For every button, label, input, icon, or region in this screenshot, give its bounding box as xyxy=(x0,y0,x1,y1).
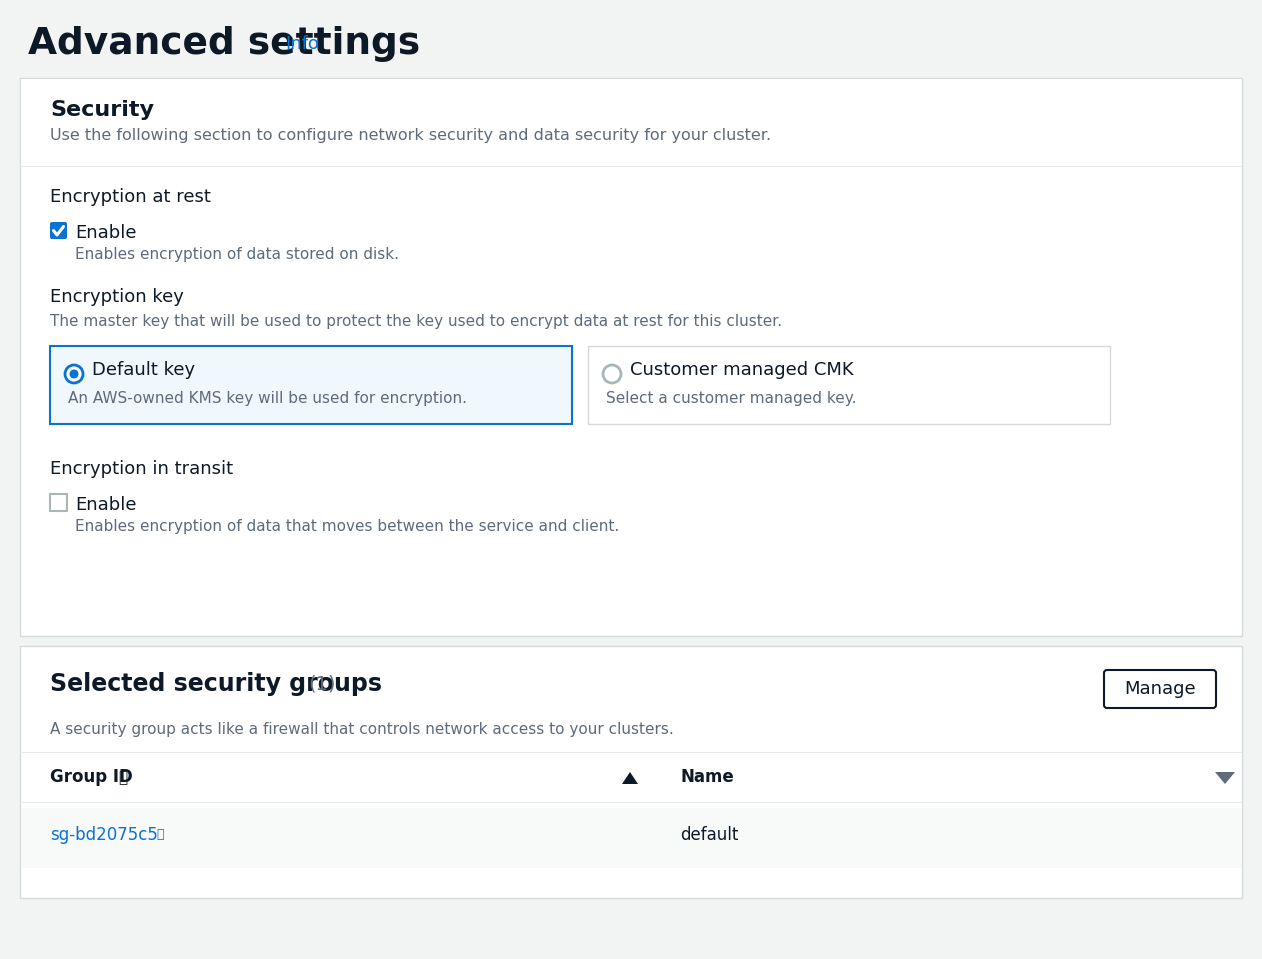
Text: Name: Name xyxy=(680,768,733,786)
Text: Enables encryption of data that moves between the service and client.: Enables encryption of data that moves be… xyxy=(74,519,620,534)
Text: Selected security groups: Selected security groups xyxy=(50,672,382,696)
Bar xyxy=(20,166,1242,167)
Bar xyxy=(20,752,1242,753)
Text: Advanced settings: Advanced settings xyxy=(28,26,420,62)
Bar xyxy=(20,78,1242,636)
Text: Encryption key: Encryption key xyxy=(50,288,184,306)
Polygon shape xyxy=(1215,772,1235,784)
Bar xyxy=(20,646,1242,898)
Circle shape xyxy=(66,365,83,383)
Text: Select a customer managed key.: Select a customer managed key. xyxy=(606,391,857,406)
FancyBboxPatch shape xyxy=(1104,670,1217,708)
Bar xyxy=(588,346,1111,424)
Text: Security: Security xyxy=(50,100,154,120)
Text: Manage: Manage xyxy=(1124,680,1196,698)
Text: ⧉: ⧉ xyxy=(156,828,164,841)
FancyBboxPatch shape xyxy=(50,222,67,239)
Text: sg-bd2075c5: sg-bd2075c5 xyxy=(50,826,158,844)
Text: An AWS-owned KMS key will be used for encryption.: An AWS-owned KMS key will be used for en… xyxy=(68,391,467,406)
Bar xyxy=(20,802,1242,803)
Circle shape xyxy=(603,365,621,383)
Bar xyxy=(50,346,572,424)
Text: Default key: Default key xyxy=(92,361,196,379)
Text: A security group acts like a firewall that controls network access to your clust: A security group acts like a firewall th… xyxy=(50,722,674,737)
Bar xyxy=(21,808,1241,868)
Text: The master key that will be used to protect the key used to encrypt data at rest: The master key that will be used to prot… xyxy=(50,314,782,329)
Text: Group ID: Group ID xyxy=(50,768,133,786)
Text: Enable: Enable xyxy=(74,496,136,514)
Bar xyxy=(21,79,1241,167)
Text: Enables encryption of data stored on disk.: Enables encryption of data stored on dis… xyxy=(74,247,399,262)
Text: Customer managed CMK: Customer managed CMK xyxy=(630,361,853,379)
Text: Enable: Enable xyxy=(74,224,136,242)
Bar xyxy=(50,494,67,511)
Text: Use the following section to configure network security and data security for yo: Use the following section to configure n… xyxy=(50,128,771,143)
Text: Encryption in transit: Encryption in transit xyxy=(50,460,233,478)
Polygon shape xyxy=(622,772,639,784)
Text: Info: Info xyxy=(285,35,319,53)
Text: (1): (1) xyxy=(308,675,336,694)
Circle shape xyxy=(69,369,78,379)
Text: default: default xyxy=(680,826,738,844)
Text: ⧉: ⧉ xyxy=(119,770,127,785)
Text: Encryption at rest: Encryption at rest xyxy=(50,188,211,206)
